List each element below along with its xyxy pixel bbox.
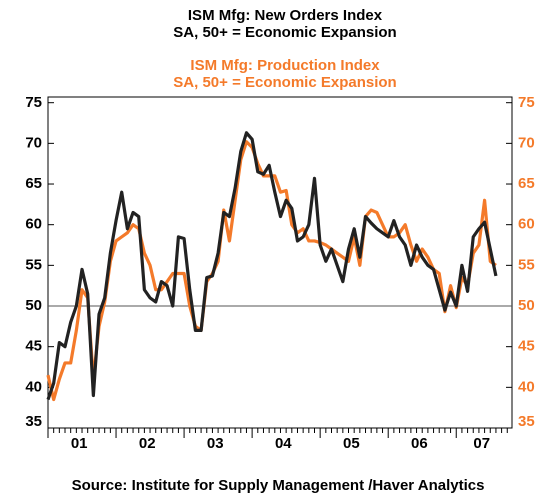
y-tick-label: 75 <box>25 94 42 111</box>
y-tick-label: 45 <box>25 338 42 355</box>
plot-frame <box>47 96 513 429</box>
y2-tick-label: 35 <box>518 413 535 430</box>
y2-tick-label: 70 <box>518 134 535 151</box>
y2-tick-label: 40 <box>518 378 535 395</box>
y2-tick-label: 60 <box>518 216 535 233</box>
y2-tick-label: 75 <box>518 94 535 111</box>
x-tick-label: 05 <box>343 435 360 452</box>
y2-tick-label: 55 <box>518 256 535 273</box>
y-tick-label: 55 <box>25 256 42 273</box>
x-tick-label: 07 <box>473 435 490 452</box>
chart-subtitle-2: SA, 50+ = Economic Expansion <box>173 74 396 91</box>
y-tick-label: 40 <box>25 378 42 395</box>
y2-tick-label: 50 <box>518 297 535 314</box>
y-tick-label: 60 <box>25 216 42 233</box>
y-tick-label: 65 <box>25 175 42 192</box>
y-tick-label: 50 <box>25 297 42 314</box>
x-tick-label: 03 <box>207 435 224 452</box>
y-tick-label: 70 <box>25 134 42 151</box>
x-tick-label: 02 <box>139 435 156 452</box>
series-line <box>46 131 498 401</box>
y2-tick-label: 65 <box>518 175 535 192</box>
chart-subtitle: SA, 50+ = Economic Expansion <box>173 24 396 41</box>
x-tick-label: 06 <box>411 435 428 452</box>
y2-tick-label: 45 <box>518 338 535 355</box>
chart-title: ISM Mfg: New Orders Index <box>188 7 383 24</box>
source: Source: Institute for Supply Management … <box>72 477 485 494</box>
x-tick-label: 01 <box>71 435 88 452</box>
chart-title-2: ISM Mfg: Production Index <box>190 57 380 74</box>
y-tick-label: 35 <box>25 413 42 430</box>
x-tick-label: 04 <box>275 435 292 452</box>
